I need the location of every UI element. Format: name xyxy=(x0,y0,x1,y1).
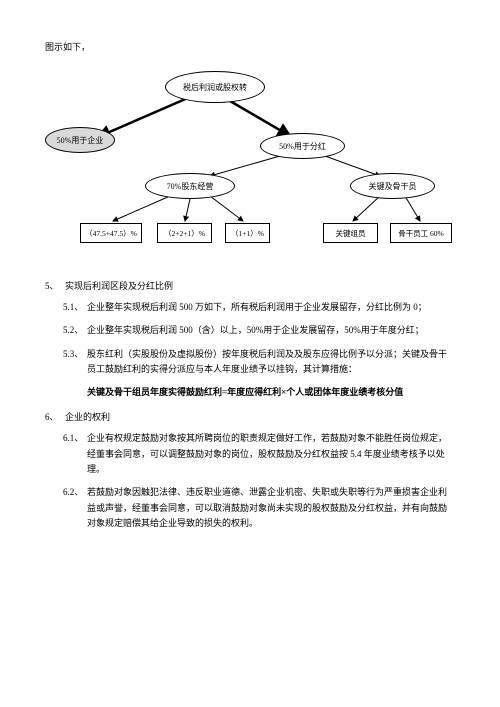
leaf-2: （2+2+1）% xyxy=(157,223,212,243)
node-keystaff: 关键及骨干员 xyxy=(350,173,435,199)
section-5-title: 实现后利润区段及分红比例 xyxy=(65,279,173,292)
leaf-1: （47.5+47.5）% xyxy=(80,223,142,243)
item-5-3-num: 5.3、 xyxy=(63,347,87,378)
item-6-2-text: 若鼓励对象因触犯法律、违反职业道德、泄露企业机密、失职或失职等行为严重损害企业利… xyxy=(87,485,455,531)
intro-text: 图示如下， xyxy=(45,40,455,53)
section-5: 5、 实现后利润区段及分红比例 xyxy=(45,279,455,292)
item-6-1: 6.1、 企业有权规定鼓励对象按其所聘岗位的职责规定做好工作，若鼓励对象不能胜任… xyxy=(63,431,455,477)
leaf-4: 关键组员 xyxy=(323,223,378,243)
node-root: 税后利润或股权转 xyxy=(165,71,265,103)
item-5-3-text: 股东红利（实股股份及虚拟股份）按年度税后利润及及股东应得比例予以分派；关键及骨干… xyxy=(87,347,455,378)
section-6: 6、 企业的权利 xyxy=(45,410,455,423)
leaf-3: （1+1）% xyxy=(225,223,270,243)
item-5-1-num: 5.1、 xyxy=(63,300,87,315)
node-enterprise: 50%用于企业 xyxy=(45,127,115,153)
leaf-5: 骨干员工 60% xyxy=(390,223,452,243)
item-6-2-num: 6.2、 xyxy=(63,485,87,531)
item-5-1: 5.1、 企业整年实现税后利润 500 万如下，所有税后利润用于企业发展留存，分… xyxy=(63,300,455,315)
item-5-2: 5.2、 企业整年实现税后利润 500（含）以上，50%用于企业发展留存，50%… xyxy=(63,323,455,338)
item-6-1-num: 6.1、 xyxy=(63,431,87,477)
node-dividend: 50%用于分红 xyxy=(260,133,345,159)
item-5-2-num: 5.2、 xyxy=(63,323,87,338)
tree-diagram: 税后利润或股权转 50%用于企业 50%用于分红 70%股东经营 关键及骨干员 … xyxy=(45,61,455,261)
item-6-2: 6.2、 若鼓励对象因触犯法律、违反职业道德、泄露企业机密、失职或失职等行为严重… xyxy=(63,485,455,531)
item-5-3-bold: 关键及骨干组员年度实得鼓励红利=年度应得红利×个人或团体年度业绩考核分值 xyxy=(87,385,455,400)
item-5-3: 5.3、 股东红利（实股股份及虚拟股份）按年度税后利润及及股东应得比例予以分派；… xyxy=(63,347,455,378)
section-6-title: 企业的权利 xyxy=(65,410,110,423)
item-6-1-text: 企业有权规定鼓励对象按其所聘岗位的职责规定做好工作，若鼓励对象不能胜任岗位规定，… xyxy=(87,431,455,477)
section-6-num: 6、 xyxy=(45,410,65,423)
node-shareholders: 70%股东经营 xyxy=(145,173,235,199)
item-5-2-text: 企业整年实现税后利润 500（含）以上，50%用于企业发展留存，50%用于年度分… xyxy=(87,323,455,338)
item-5-1-text: 企业整年实现税后利润 500 万如下，所有税后利润用于企业发展留存，分红比例为 … xyxy=(87,300,455,315)
section-5-num: 5、 xyxy=(45,279,65,292)
